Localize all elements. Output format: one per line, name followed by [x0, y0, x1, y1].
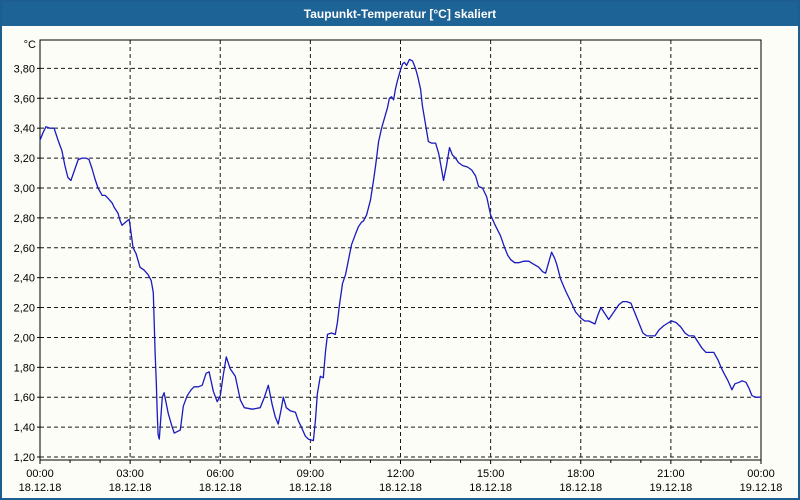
y-tick-label: 2,40 [14, 273, 35, 285]
x-tick-time-label: 09:00 [297, 468, 325, 480]
y-tick-label: 1,20 [14, 452, 35, 464]
y-tick-label: 1,40 [14, 422, 35, 434]
y-tick-label: 2,80 [14, 213, 35, 225]
x-tick-time-label: 21:00 [657, 468, 685, 480]
y-tick-label: 3,00 [14, 183, 35, 195]
x-tick-date-label: 18.12.18 [199, 482, 242, 494]
x-tick-time-label: 18:00 [567, 468, 595, 480]
x-tick-time-label: 12:00 [387, 468, 415, 480]
x-tick-time-label: 06:00 [206, 468, 234, 480]
plot-frame [39, 39, 762, 461]
y-axis-unit-label: °C [24, 39, 36, 51]
x-tick-date-label: 18.12.18 [289, 482, 332, 494]
x-tick-time-label: 03:00 [116, 468, 144, 480]
y-tick-label: 3,20 [14, 153, 35, 165]
y-tick-label: 2,60 [14, 243, 35, 255]
y-tick-label: 1,80 [14, 362, 35, 374]
y-tick-label: 1,60 [14, 392, 35, 404]
x-tick-date-label: 19.12.18 [740, 482, 783, 494]
x-tick-time-label: 00:00 [26, 468, 54, 480]
y-tick-label: 2,20 [14, 303, 35, 315]
y-tick-label: 3,40 [14, 123, 35, 135]
y-tick-label: 3,80 [14, 63, 35, 75]
x-tick-date-label: 18.12.18 [559, 482, 602, 494]
x-tick-date-label: 18.12.18 [19, 482, 62, 494]
y-tick-label: 3,60 [14, 93, 35, 105]
chart-area: 3,80 3,60 3,40 3,20 3,00 2,80 2,60 2,40 2,20 2,00… [2, 26, 798, 498]
x-tick-date-label: 19.12.18 [649, 482, 692, 494]
chart-plot: 3,80 3,60 3,40 3,20 3,00 2,80 2,60 2,40 2,20 2,00… [14, 39, 783, 494]
x-tick-time-label: 00:00 [747, 468, 775, 480]
x-tick-date-label: 18.12.18 [379, 482, 422, 494]
x-tick-time-label: 15:00 [477, 468, 505, 480]
x-tick-date-label: 18.12.18 [109, 482, 152, 494]
x-tick-date-label: 18.12.18 [469, 482, 512, 494]
window-title-bar: Taupunkt-Temperatur [°C] skaliert [2, 2, 798, 26]
y-tick-label: 2,00 [14, 332, 35, 344]
window-title: Taupunkt-Temperatur [°C] skaliert [303, 7, 497, 21]
temperature-line [39, 58, 762, 442]
